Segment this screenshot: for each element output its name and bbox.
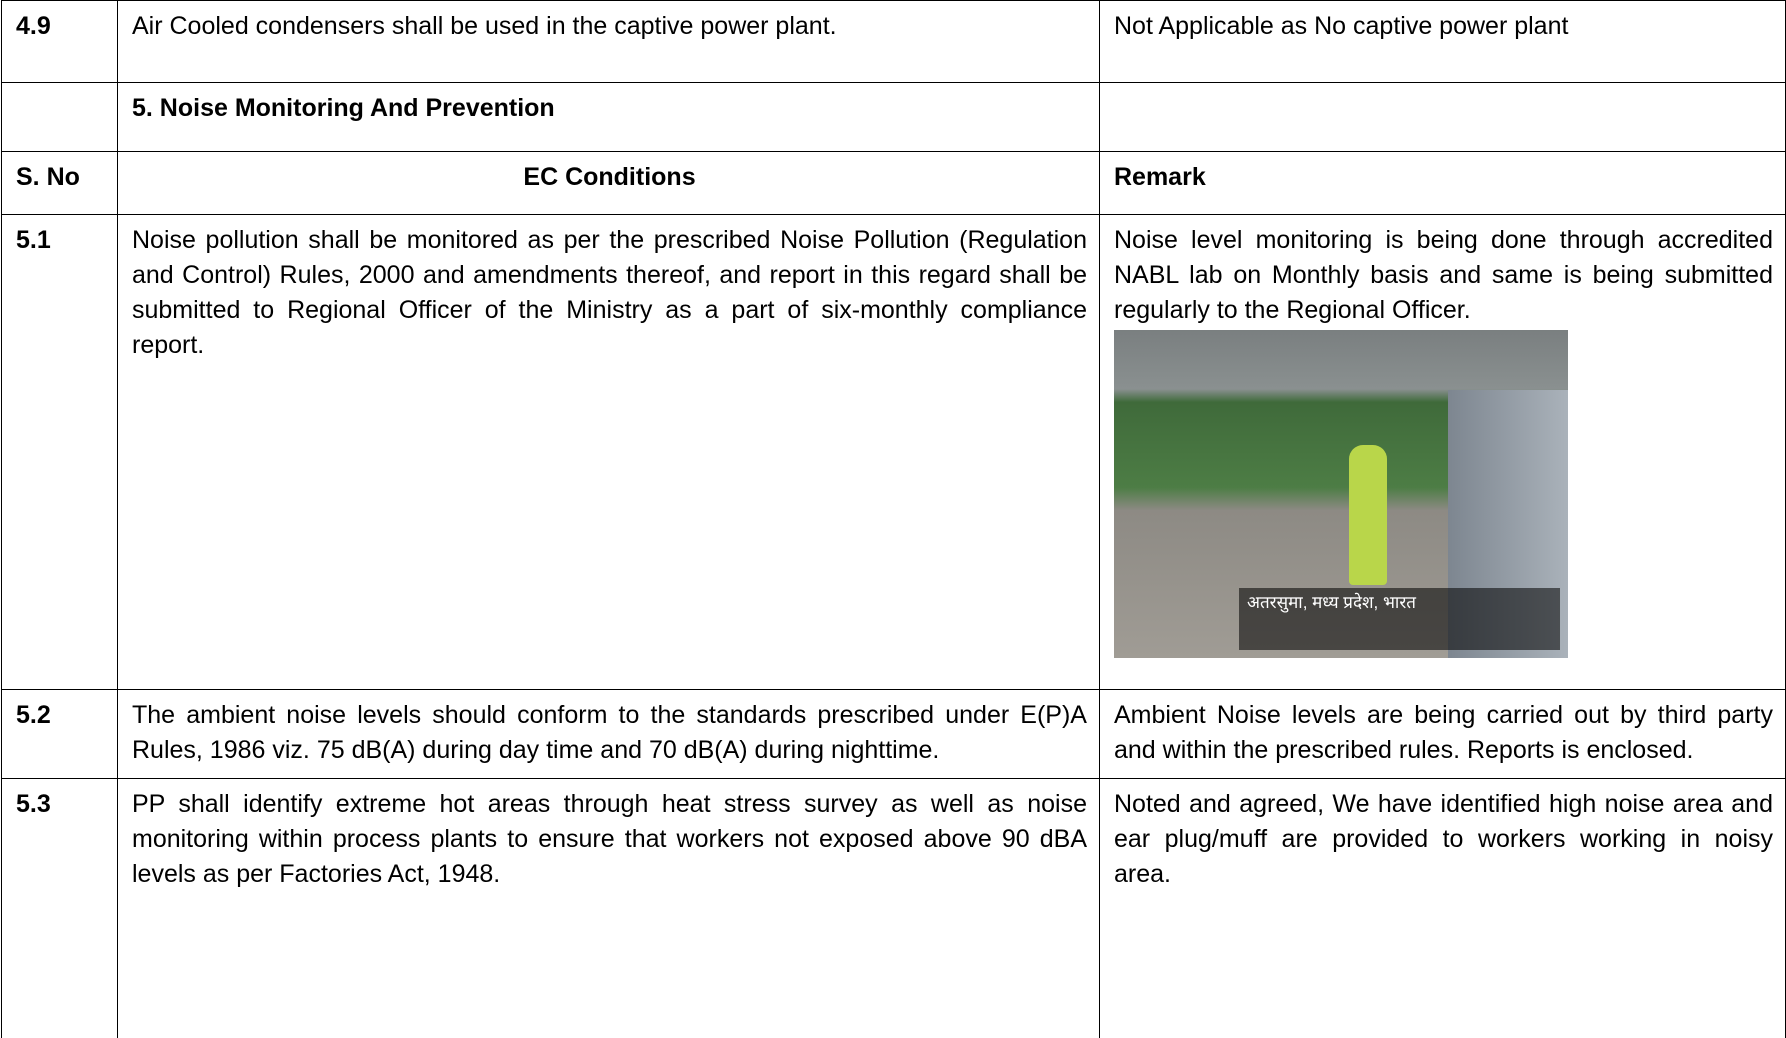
condition-cell: EC Conditions xyxy=(118,152,1100,215)
photo-caption: अतरसुमा, मध्य प्रदेश, भारत xyxy=(1239,588,1560,650)
serial-cell: S. No xyxy=(2,152,118,215)
remark-cell: Not Applicable as No captive power plant xyxy=(1100,1,1786,83)
serial-cell: 5.2 xyxy=(2,690,118,779)
site-photo: अतरसुमा, मध्य प्रदेश, भारत xyxy=(1114,330,1568,658)
condition-cell: Air Cooled condensers shall be used in t… xyxy=(118,1,1100,83)
table-body: 4.9Air Cooled condensers shall be used i… xyxy=(2,1,1786,1038)
remark-text: Not Applicable as No captive power plant xyxy=(1114,9,1773,44)
compliance-table: 4.9Air Cooled condensers shall be used i… xyxy=(1,0,1786,1038)
condition-cell: Noise pollution shall be monitored as pe… xyxy=(118,215,1100,690)
condition-cell: 5. Noise Monitoring And Prevention xyxy=(118,83,1100,152)
serial-cell: 5.3 xyxy=(2,779,118,1038)
remark-text: Remark xyxy=(1114,160,1773,195)
photo-worker xyxy=(1349,445,1387,585)
condition-cell: The ambient noise levels should conform … xyxy=(118,690,1100,779)
remark-cell: Remark xyxy=(1100,152,1786,215)
remark-text: Ambient Noise levels are being carried o… xyxy=(1114,698,1773,768)
serial-cell xyxy=(2,83,118,152)
remark-text: Noise level monitoring is being done thr… xyxy=(1114,223,1773,328)
serial-cell: 5.1 xyxy=(2,215,118,690)
remark-cell: Noise level monitoring is being done thr… xyxy=(1100,215,1786,690)
table-row: 5. Noise Monitoring And Prevention xyxy=(2,83,1786,152)
remark-cell: Noted and agreed, We have identified hig… xyxy=(1100,779,1786,1038)
remark-cell xyxy=(1100,83,1786,152)
remark-text: Noted and agreed, We have identified hig… xyxy=(1114,787,1773,892)
remark-cell: Ambient Noise levels are being carried o… xyxy=(1100,690,1786,779)
condition-cell: PP shall identify extreme hot areas thro… xyxy=(118,779,1100,1038)
page: 4.9Air Cooled condensers shall be used i… xyxy=(0,0,1786,1037)
serial-cell: 4.9 xyxy=(2,1,118,83)
